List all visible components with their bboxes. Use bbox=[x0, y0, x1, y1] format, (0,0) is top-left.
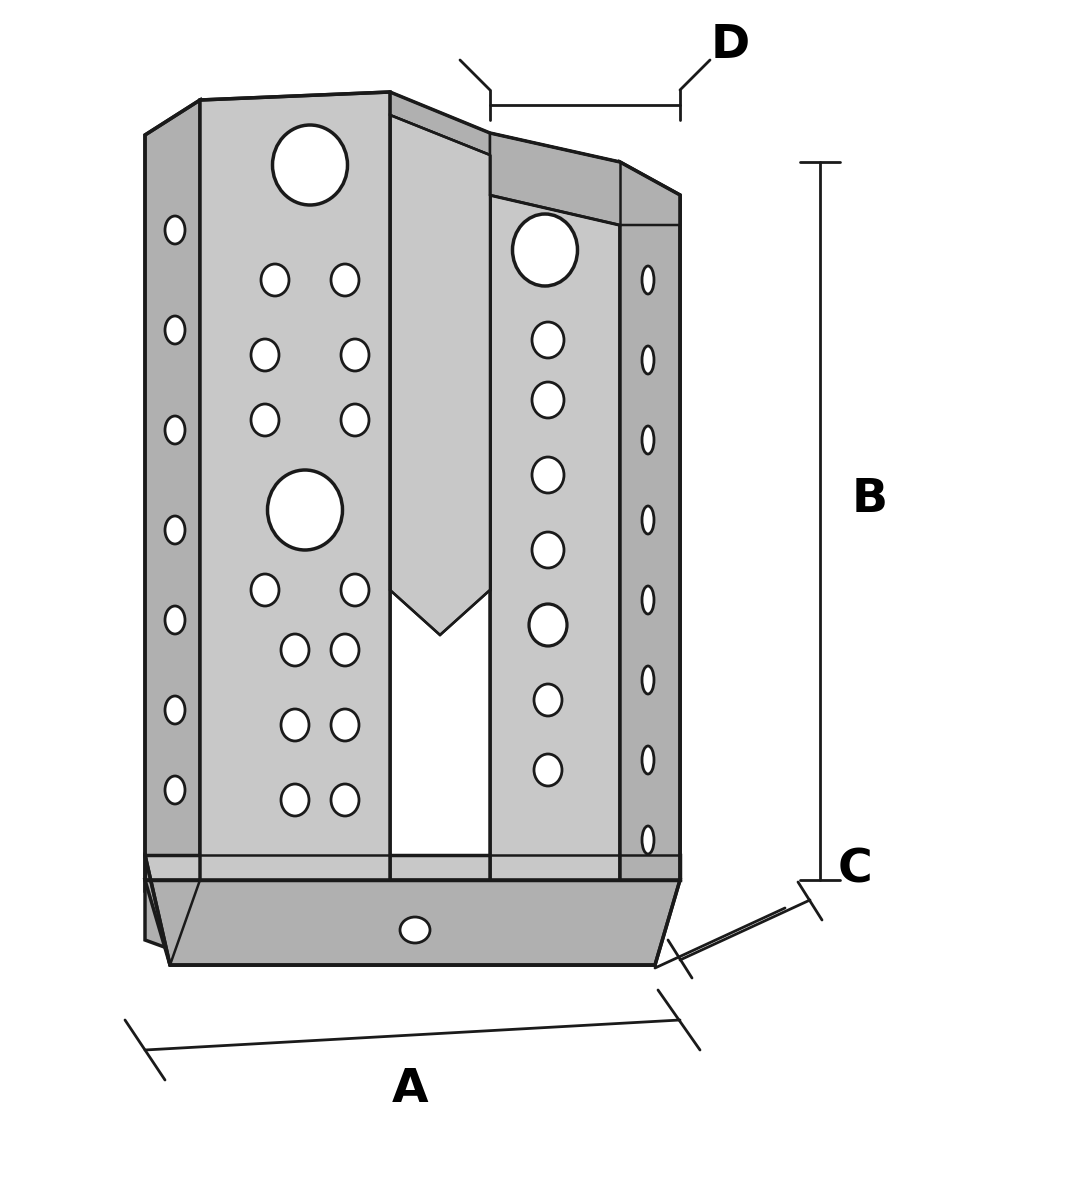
Ellipse shape bbox=[261, 264, 289, 296]
Text: B: B bbox=[852, 477, 888, 523]
Ellipse shape bbox=[642, 826, 654, 853]
Polygon shape bbox=[145, 855, 200, 960]
Ellipse shape bbox=[281, 633, 309, 666]
Ellipse shape bbox=[513, 214, 578, 286]
Ellipse shape bbox=[341, 404, 369, 436]
Ellipse shape bbox=[642, 426, 654, 454]
Ellipse shape bbox=[330, 784, 359, 816]
Ellipse shape bbox=[341, 575, 369, 606]
Ellipse shape bbox=[165, 776, 185, 804]
Ellipse shape bbox=[165, 216, 185, 244]
Ellipse shape bbox=[534, 754, 562, 786]
Ellipse shape bbox=[400, 917, 430, 944]
Ellipse shape bbox=[268, 470, 342, 551]
Ellipse shape bbox=[330, 709, 359, 740]
Polygon shape bbox=[390, 115, 490, 635]
Ellipse shape bbox=[165, 416, 185, 444]
Ellipse shape bbox=[330, 633, 359, 666]
Ellipse shape bbox=[165, 316, 185, 344]
Ellipse shape bbox=[341, 339, 369, 371]
Ellipse shape bbox=[532, 382, 564, 418]
Ellipse shape bbox=[642, 587, 654, 614]
Ellipse shape bbox=[251, 404, 279, 436]
Polygon shape bbox=[490, 133, 680, 225]
Text: D: D bbox=[711, 23, 750, 67]
Polygon shape bbox=[490, 195, 620, 880]
Polygon shape bbox=[200, 93, 390, 880]
Ellipse shape bbox=[529, 603, 567, 645]
Ellipse shape bbox=[165, 696, 185, 724]
Ellipse shape bbox=[642, 666, 654, 694]
Ellipse shape bbox=[251, 339, 279, 371]
Polygon shape bbox=[390, 93, 490, 155]
Ellipse shape bbox=[251, 575, 279, 606]
Ellipse shape bbox=[532, 532, 564, 569]
Ellipse shape bbox=[281, 709, 309, 740]
Ellipse shape bbox=[272, 125, 348, 206]
Ellipse shape bbox=[534, 684, 562, 716]
Ellipse shape bbox=[642, 266, 654, 294]
Ellipse shape bbox=[642, 346, 654, 374]
Polygon shape bbox=[145, 855, 680, 880]
Polygon shape bbox=[145, 880, 680, 965]
Ellipse shape bbox=[165, 606, 185, 633]
Ellipse shape bbox=[642, 746, 654, 774]
Ellipse shape bbox=[642, 506, 654, 534]
Ellipse shape bbox=[281, 784, 309, 816]
Ellipse shape bbox=[532, 322, 564, 358]
Polygon shape bbox=[145, 100, 200, 889]
Ellipse shape bbox=[330, 264, 359, 296]
Ellipse shape bbox=[532, 457, 564, 493]
Ellipse shape bbox=[165, 516, 185, 545]
Text: A: A bbox=[392, 1067, 429, 1113]
Text: C: C bbox=[838, 847, 873, 893]
Polygon shape bbox=[620, 162, 680, 880]
